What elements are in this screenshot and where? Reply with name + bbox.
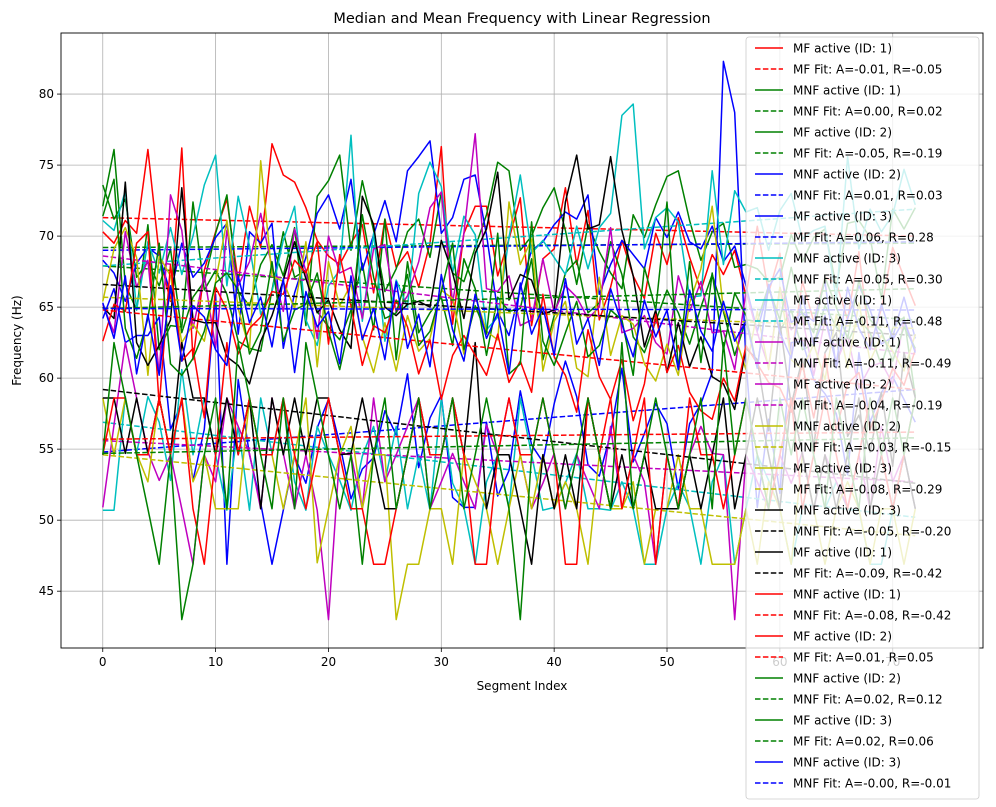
legend-label: MNF Fit: A=-0.11, R=-0.49 bbox=[793, 357, 951, 371]
legend-label: MF active (ID: 1) bbox=[793, 42, 892, 56]
series-line-10 bbox=[102, 388, 916, 453]
chart-title: Median and Mean Frequency with Linear Re… bbox=[333, 11, 710, 27]
legend-label: MF Fit: A=-0.09, R=-0.42 bbox=[793, 567, 942, 581]
legend-label: MF Fit: A=0.06, R=0.28 bbox=[793, 231, 934, 245]
legend-label: MNF Fit: A=0.00, R=0.02 bbox=[793, 105, 943, 119]
legend-label: MNF active (ID: 2) bbox=[793, 672, 901, 686]
y-tick-label: 80 bbox=[39, 87, 54, 101]
series-line-20 bbox=[102, 296, 916, 330]
legend-label: MF Fit: A=-0.05, R=-0.19 bbox=[793, 147, 942, 161]
legend-label: MF Fit: A=-0.04, R=-0.19 bbox=[793, 399, 942, 413]
legend-label: MNF active (ID: 1) bbox=[793, 84, 901, 98]
y-tick-label: 60 bbox=[39, 371, 54, 385]
legend-label: MNF active (ID: 3) bbox=[793, 756, 901, 770]
legend-label: MF active (ID: 2) bbox=[793, 630, 892, 644]
x-tick-label: 40 bbox=[547, 655, 562, 669]
legend-label: MNF active (ID: 1) bbox=[793, 336, 901, 350]
legend: MF active (ID: 1) MF Fit: A=-0.01, R=-0.0… bbox=[745, 36, 980, 800]
legend-label: MF Fit: A=-0.01, R=-0.05 bbox=[793, 63, 942, 77]
x-tick-label: 0 bbox=[99, 655, 107, 669]
legend-label: MNF Fit: A=-0.00, R=-0.01 bbox=[793, 777, 951, 791]
legend-label: MF active (ID: 2) bbox=[793, 378, 892, 392]
legend-label: MF Fit: A=0.01, R=0.05 bbox=[793, 651, 934, 665]
series-line-36 bbox=[102, 307, 916, 311]
legend-label: MF Fit: A=-0.08, R=-0.29 bbox=[793, 483, 942, 497]
y-tick-label: 65 bbox=[39, 300, 54, 314]
legend-box bbox=[745, 36, 980, 800]
legend-label: MNF Fit: A=-0.08, R=-0.42 bbox=[793, 609, 951, 623]
legend-label: MF active (ID: 3) bbox=[793, 210, 892, 224]
legend-label: MF active (ID: 1) bbox=[793, 546, 892, 560]
legend-label: MNF active (ID: 2) bbox=[793, 420, 901, 434]
series-line-12 bbox=[102, 208, 916, 267]
legend-label: MNF active (ID: 2) bbox=[793, 168, 901, 182]
x-axis-label: Segment Index bbox=[477, 679, 568, 693]
y-tick-label: 75 bbox=[39, 158, 54, 172]
legend-label: MF active (ID: 3) bbox=[793, 462, 892, 476]
legend-label: MNF Fit: A=0.02, R=0.12 bbox=[793, 693, 943, 707]
y-axis: 45 50 55 60 65 70 75 80 bbox=[39, 87, 61, 598]
series-line-18 bbox=[102, 439, 916, 483]
x-tick-label: 30 bbox=[434, 655, 449, 669]
legend-label: MNF Fit: A=-0.05, R=-0.20 bbox=[793, 525, 951, 539]
legend-label: MNF active (ID: 3) bbox=[793, 504, 901, 518]
legend-label: MNF active (ID: 3) bbox=[793, 252, 901, 266]
series-line-32 bbox=[102, 287, 916, 310]
x-tick-label: 50 bbox=[659, 655, 674, 669]
legend-label: MF active (ID: 1) bbox=[793, 294, 892, 308]
x-tick-label: 10 bbox=[208, 655, 223, 669]
y-tick-label: 50 bbox=[39, 513, 54, 527]
legend-label: MF Fit: A=0.02, R=0.06 bbox=[793, 735, 934, 749]
y-tick-label: 45 bbox=[39, 584, 54, 598]
series-line-8 bbox=[102, 241, 916, 252]
legend-label: MF active (ID: 3) bbox=[793, 714, 892, 728]
series-line-34 bbox=[102, 437, 916, 455]
plot-frame bbox=[60, 32, 984, 649]
series-line-30 bbox=[102, 431, 916, 440]
series-line-2 bbox=[102, 216, 916, 237]
legend-label: MNF Fit: A=0.05, R=0.30 bbox=[793, 273, 943, 287]
legend-label: MF Fit: A=-0.11, R=-0.48 bbox=[793, 315, 942, 329]
y-tick-label: 55 bbox=[39, 442, 54, 456]
y-axis-label: Frequency (Hz) bbox=[10, 295, 24, 386]
legend-label: MNF Fit: A=-0.03, R=-0.15 bbox=[793, 441, 951, 455]
legend-label: MF active (ID: 2) bbox=[793, 126, 892, 140]
x-tick-label: 20 bbox=[321, 655, 336, 669]
legend-label: MNF active (ID: 1) bbox=[793, 588, 901, 602]
legend-label: MNF Fit: A=0.01, R=0.03 bbox=[793, 189, 943, 203]
y-tick-label: 70 bbox=[39, 229, 54, 243]
